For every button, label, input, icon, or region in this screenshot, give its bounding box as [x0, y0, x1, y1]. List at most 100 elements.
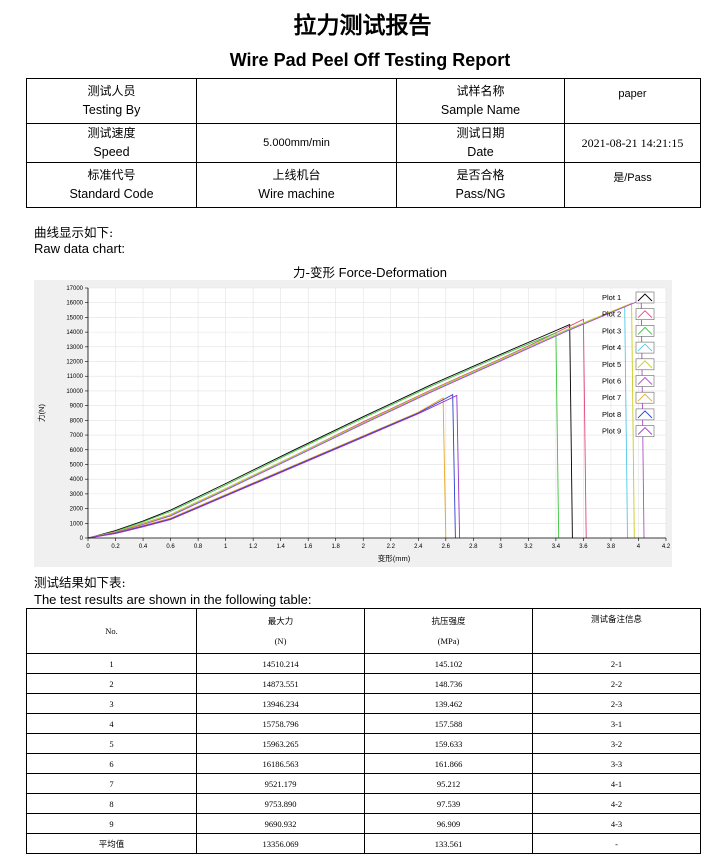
x-tick-label: 0.4 — [139, 544, 148, 550]
legend-label-plot-3: Plot 3 — [602, 326, 621, 335]
sample-label-cell: 试样名称 Sample Name — [396, 78, 565, 124]
legend-line-plot-7 — [637, 393, 653, 402]
cell-force: 16186.563 — [196, 753, 365, 774]
speed-label-en: Speed — [93, 145, 130, 159]
x-tick-label: 2.8 — [469, 544, 478, 550]
y-tick-label: 14000 — [66, 330, 83, 336]
machine-label-en: Wire machine — [258, 187, 335, 201]
chart-heading-cn: 曲线显示如下: — [34, 225, 114, 240]
report-title-en: Wire Pad Peel Off Testing Report — [229, 50, 511, 70]
speed-label-cn: 测试速度 — [87, 126, 136, 140]
cell-strength: 139.462 — [364, 693, 533, 714]
y-tick-label: 1000 — [70, 521, 84, 527]
x-tick-label: 2.4 — [414, 544, 423, 550]
legend-swatch-plot-1 — [635, 291, 655, 304]
y-tick-label: 12000 — [66, 360, 83, 366]
legend-label-plot-6: Plot 6 — [602, 377, 621, 386]
tester-label-cell: 测试人员 Testing By — [26, 78, 197, 124]
cell-remark: 3-1 — [532, 713, 701, 734]
cell-force: 13356.069 — [196, 833, 365, 854]
x-tick-label: 2 — [362, 544, 366, 550]
info-table: 测试人员 Testing By 试样名称 Sample Name paper 测… — [26, 78, 701, 208]
legend-swatch-plot-8 — [635, 408, 655, 421]
x-tick-label: 1.2 — [249, 544, 258, 550]
legend-line-plot-6 — [637, 376, 653, 385]
x-tick-label: 1.8 — [332, 544, 341, 550]
header-strength: 抗压强度 (MPa) — [364, 608, 533, 654]
sample-label-en: Sample Name — [440, 103, 521, 117]
y-tick-label: 6000 — [70, 448, 84, 454]
tester-label-en: Testing By — [82, 103, 141, 117]
chart-series — [87, 299, 645, 539]
cell-remark: 3-3 — [532, 753, 701, 774]
x-tick-label: 0.8 — [194, 544, 203, 550]
legend-swatch-plot-2 — [635, 308, 655, 321]
legend-line-plot-1 — [637, 293, 653, 302]
cell-remark: 2-3 — [532, 693, 701, 714]
legend-label-plot-7: Plot 7 — [602, 393, 621, 402]
machine-label-cn: 上线机台 — [272, 168, 321, 182]
table-heading-cn: 测试结果如下表: — [34, 575, 126, 590]
date-label-cell: 测试日期 Date — [396, 123, 565, 163]
cell-remark: 2-2 — [532, 673, 701, 694]
legend-label-plot-2: Plot 2 — [602, 310, 621, 319]
x-tick-label: 3.8 — [607, 544, 616, 550]
cell-no: 1 — [26, 653, 197, 674]
table-row: 7 9521.179 95.212 4-1 — [26, 773, 701, 794]
cell-no: 2 — [26, 673, 197, 694]
header-no: No. — [26, 608, 197, 654]
x-tick-label: 2.2 — [387, 544, 396, 550]
y-tick-label: 17000 — [66, 286, 83, 292]
series-line-plot-8 — [87, 393, 456, 539]
x-tick-label: 3.2 — [524, 544, 533, 550]
sample-label-cn: 试样名称 — [456, 84, 505, 98]
series-line-plot-6 — [87, 299, 645, 539]
legend-swatch-plot-7 — [635, 391, 655, 404]
y-tick-label: 15000 — [66, 315, 83, 321]
legend-swatch-plot-3 — [635, 325, 655, 337]
x-tick-label: 2.6 — [442, 544, 451, 550]
x-tick-label: 4 — [637, 544, 641, 550]
x-axis-label: 变形(mm) — [378, 553, 411, 563]
legend-line-plot-4 — [637, 343, 653, 352]
x-tick-label: 3.4 — [552, 544, 561, 550]
sample-value: paper — [564, 78, 701, 124]
header-max-force-cn: 最大力 — [267, 616, 294, 626]
tester-label-cn: 测试人员 — [87, 84, 136, 98]
cell-remark: 4-1 — [532, 773, 701, 794]
cell-strength: 133.561 — [364, 833, 533, 854]
y-tick-label: 13000 — [66, 345, 83, 351]
table-heading-en: The test results are shown in the follow… — [34, 592, 312, 607]
legend-line-plot-3 — [637, 326, 653, 335]
results-header-row: No. 最大力 (N) 抗压强度 (MPa) 测试备注信息 — [26, 608, 701, 654]
chart-legend: Plot 1 Plot 2 Plot 3 Plot 4 Plot 5 Plot 6 Plot… — [602, 291, 655, 437]
cell-strength: 96.909 — [364, 813, 533, 834]
x-tick-label: 3 — [499, 544, 503, 550]
x-tick-label: 1.6 — [304, 544, 313, 550]
legend-line-plot-2 — [637, 310, 653, 319]
cell-remark: 2-1 — [532, 653, 701, 674]
table-row: 6 16186.563 161.866 3-3 — [26, 753, 701, 774]
header-strength-cn: 抗压强度 — [431, 616, 466, 626]
y-tick-label: 4000 — [70, 477, 84, 483]
date-label-en: Date — [467, 145, 494, 159]
pass-label-cell: 是否合格 Pass/NG — [396, 162, 565, 208]
chart-title-cn: 力-变形 — [292, 265, 335, 280]
force-deformation-chart: 0 0.2 0.4 0.6 0.8 1 1.2 1.4 1.6 1.8 2 2.2 2.4 2.6 2.8 3… — [34, 280, 672, 567]
cell-force: 14510.214 — [196, 653, 365, 674]
cell-force: 9753.890 — [196, 793, 365, 814]
cell-remark: 4-3 — [532, 813, 701, 834]
legend-swatch-plot-6 — [635, 375, 655, 387]
code-label-cell: 标准代号 Standard Code — [26, 162, 197, 208]
y-tick-label: 11000 — [67, 374, 84, 380]
table-row: 8 9753.890 97.539 4-2 — [26, 793, 701, 814]
info-row: 测试人员 Testing By 试样名称 Sample Name paper — [26, 78, 701, 124]
y-tick-label: 5000 — [70, 462, 84, 468]
cell-force: 14873.551 — [196, 673, 365, 694]
cell-strength: 95.212 — [364, 773, 533, 794]
legend-line-plot-8 — [637, 410, 653, 419]
y-tick-label: 10000 — [66, 389, 83, 395]
x-tick-label: 1.4 — [276, 544, 285, 550]
pass-value: 是/Pass — [564, 162, 701, 208]
cell-remark: 4-2 — [532, 793, 701, 814]
